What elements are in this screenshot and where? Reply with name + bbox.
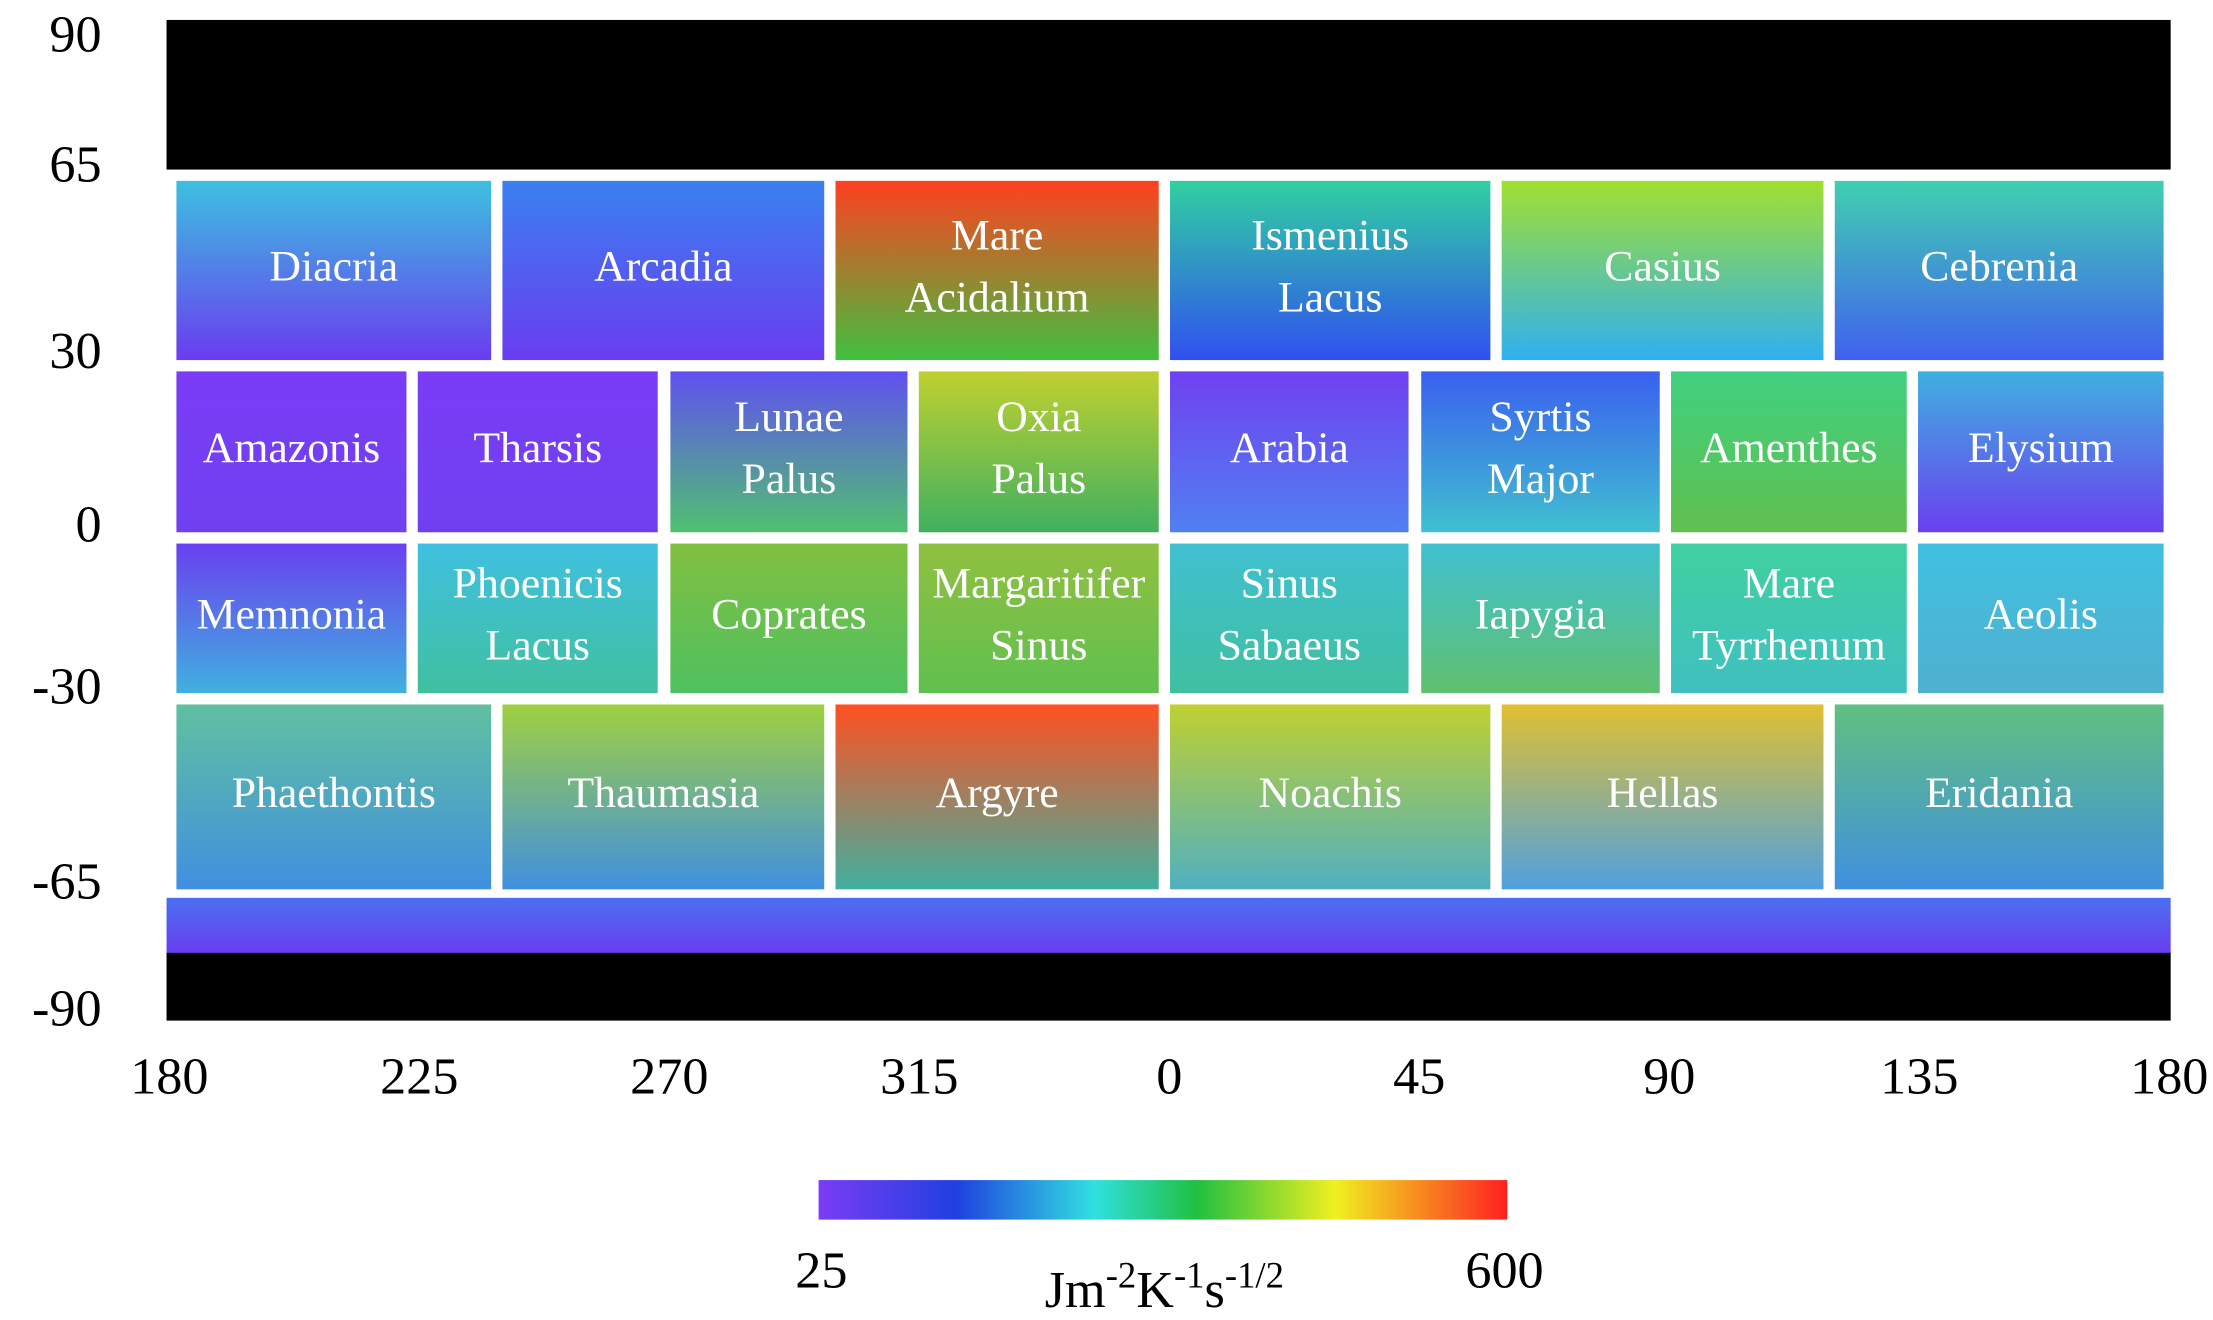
x-tick-label: 270 xyxy=(630,1047,708,1105)
quadrangle-label: Lunae xyxy=(734,393,843,441)
colorbar-unit: Jm-2K-1s-1/2 xyxy=(1045,1254,1284,1319)
quadrangle-label: Eridania xyxy=(1925,769,2073,817)
quadrangle-label: Oxia xyxy=(996,393,1081,441)
quadrangle-label: Phaethontis xyxy=(232,769,436,817)
quadrangle-label: Phoenicis xyxy=(453,559,623,607)
quadrangle-tile xyxy=(836,181,1159,360)
quadrangle-label: Argyre xyxy=(936,769,1059,817)
quadrangle-label: Arabia xyxy=(1230,424,1349,472)
x-tick-label: 315 xyxy=(880,1047,958,1105)
quadrangle-label: Tharsis xyxy=(473,424,602,472)
quadrangle-label: Palus xyxy=(991,455,1086,503)
y-tick-label: -65 xyxy=(32,853,102,911)
quadrangle-label: Aeolis xyxy=(1984,590,2098,638)
page: {"map": { "yticks": [90, 65, 30, 0, -30,… xyxy=(0,0,2213,1320)
y-tick-label: 0 xyxy=(76,495,102,553)
unit-part: s xyxy=(1205,1261,1225,1319)
y-tick-label: 30 xyxy=(49,322,101,380)
y-tick-label: 65 xyxy=(49,136,101,194)
y-tick-label: 90 xyxy=(49,6,101,64)
quadrangle-label: Margaritifer xyxy=(932,559,1145,607)
quadrangle-label: Casius xyxy=(1604,243,1721,291)
x-tick-label: 45 xyxy=(1393,1047,1445,1105)
quadrangle-label: Syrtis xyxy=(1489,393,1591,441)
quadrangle-label: Diacria xyxy=(269,243,398,291)
unit-exp: -2 xyxy=(1106,1254,1137,1295)
quadrangle-label: Amazonis xyxy=(203,424,380,472)
quadrangle-label: Mare xyxy=(951,211,1043,259)
quadrangle-label: Cebrenia xyxy=(1920,243,2078,291)
quadrangle-label: Mare xyxy=(1743,559,1835,607)
quadrangle-label: Sinus xyxy=(990,621,1087,669)
no-data-north xyxy=(167,20,2171,170)
thermal-inertia-map: Diacria Arcadia Mare Acidalium Ismenius Lacus… xyxy=(0,0,2213,1320)
unit-part: Jm xyxy=(1045,1261,1106,1319)
quadrangle-label: Sinus xyxy=(1241,559,1338,607)
unit-exp: -1/2 xyxy=(1225,1254,1284,1295)
quadrangle-label: Thaumasia xyxy=(567,769,759,817)
quadrangle-label: Tyrrhenum xyxy=(1692,621,1886,669)
quadrangle-label: Lacus xyxy=(485,621,589,669)
quadrangle-tile xyxy=(1170,181,1490,360)
quadrangle-label: Amenthes xyxy=(1700,424,1877,472)
colorbar xyxy=(819,1180,1508,1220)
colorbar-min: 25 xyxy=(795,1241,847,1299)
quadrangle-label: Hellas xyxy=(1607,769,1719,817)
quadrangle-label: Ismenius xyxy=(1251,211,1409,259)
quadrangle-label: Noachis xyxy=(1259,769,1402,817)
quadrangle-label: Sabaeus xyxy=(1218,621,1361,669)
x-tick-label: 0 xyxy=(1156,1047,1182,1105)
quadrangle-label: Palus xyxy=(742,455,837,503)
x-tick-label: 180 xyxy=(2130,1047,2208,1105)
y-tick-label: -30 xyxy=(32,658,102,716)
unit-exp: -1 xyxy=(1174,1254,1205,1295)
quadrangle-label: Memnonia xyxy=(197,590,387,638)
colorbar-max: 600 xyxy=(1465,1241,1543,1299)
south-polar-band xyxy=(167,898,2171,954)
x-tick-label: 135 xyxy=(1880,1047,1958,1105)
quadrangle-label: Acidalium xyxy=(905,274,1090,322)
quadrangles: Diacria Arcadia Mare Acidalium Ismenius Lacus… xyxy=(176,181,2163,889)
unit-part: K xyxy=(1136,1261,1174,1319)
x-tick-label: 180 xyxy=(130,1047,208,1105)
quadrangle-label: Arcadia xyxy=(594,243,732,291)
quadrangle-label: Elysium xyxy=(1968,424,2114,472)
y-tick-label: -90 xyxy=(32,980,102,1038)
quadrangle-label: Coprates xyxy=(711,590,867,638)
x-tick-label: 225 xyxy=(380,1047,458,1105)
quadrangle-label: Lacus xyxy=(1278,274,1382,322)
quadrangle-label: Iapygia xyxy=(1475,590,1606,638)
x-tick-label: 90 xyxy=(1643,1047,1695,1105)
no-data-south xyxy=(167,953,2171,1021)
quadrangle-label: Major xyxy=(1487,455,1594,503)
